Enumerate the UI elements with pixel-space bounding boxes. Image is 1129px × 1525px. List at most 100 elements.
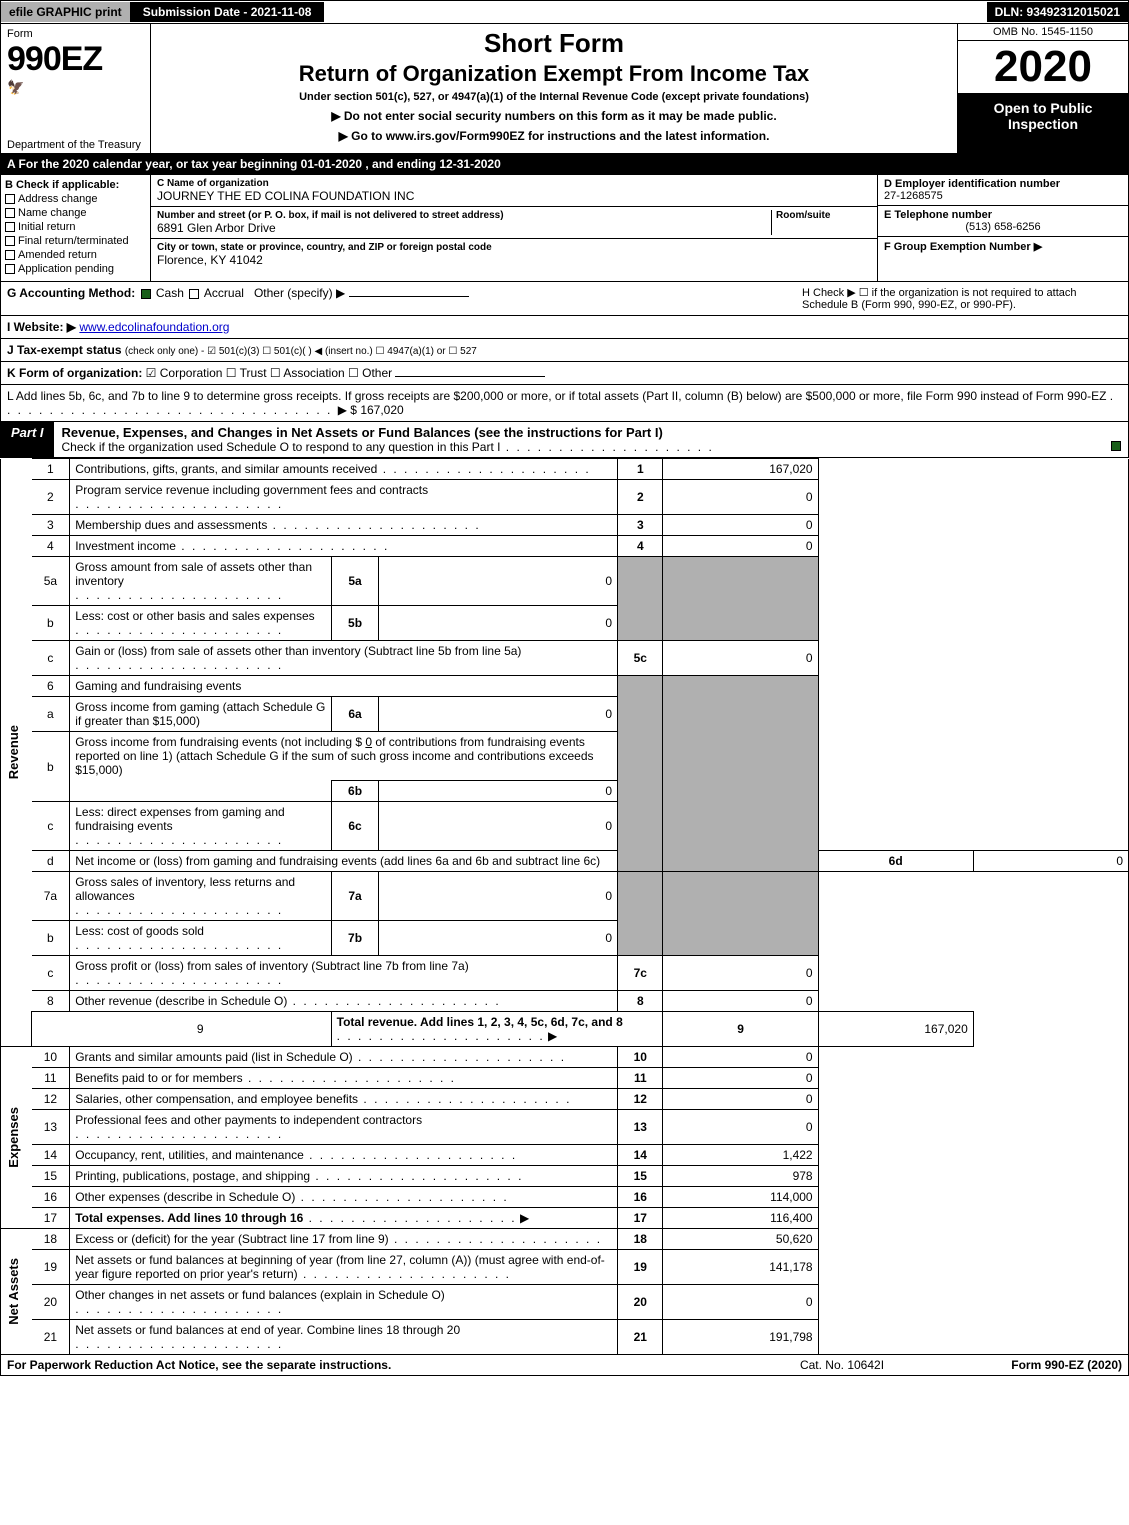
line-11-desc: Benefits paid to or for members xyxy=(75,1071,242,1085)
line-7b-desc: Less: cost of goods sold xyxy=(75,924,204,938)
line-5a-desc: Gross amount from sale of assets other t… xyxy=(75,560,312,588)
other-specify-input[interactable] xyxy=(349,296,469,297)
line-15-rnum: 15 xyxy=(618,1166,663,1187)
form-footer-form: 990-EZ xyxy=(1045,1358,1084,1372)
line-10-value: 0 xyxy=(663,1047,818,1068)
line-17-rnum: 17 xyxy=(618,1208,663,1229)
line-15-num: 15 xyxy=(32,1166,70,1187)
line-6a-midnum: 6a xyxy=(331,697,379,732)
line-6b-midval: 0 xyxy=(379,781,618,802)
cat-number: Cat. No. 10642I xyxy=(742,1358,942,1372)
line-9-desc: Total revenue. Add lines 1, 2, 3, 4, 5c,… xyxy=(337,1015,623,1029)
line-6-desc: Gaming and fundraising events xyxy=(75,679,241,693)
line-5c-num: c xyxy=(32,641,70,676)
final-return-label: Final return/terminated xyxy=(18,235,129,247)
checkbox-application-pending[interactable] xyxy=(5,264,15,274)
table-row: 16 Other expenses (describe in Schedule … xyxy=(1,1187,1129,1208)
line-4-rnum: 4 xyxy=(618,536,663,557)
website-link[interactable]: www.edcolinafoundation.org xyxy=(79,320,229,334)
checkbox-amended-return[interactable] xyxy=(5,250,15,260)
line-6b-midnum: 6b xyxy=(331,781,379,802)
shaded-cell xyxy=(663,557,818,641)
line-7b-midval: 0 xyxy=(379,921,618,956)
checkbox-initial-return[interactable] xyxy=(5,222,15,232)
line-3-num: 3 xyxy=(32,515,70,536)
line-11-value: 0 xyxy=(663,1068,818,1089)
line-6-num: 6 xyxy=(32,676,70,697)
checkbox-final-return[interactable] xyxy=(5,236,15,246)
line-7c-num: c xyxy=(32,956,70,991)
table-row: 17 Total expenses. Add lines 10 through … xyxy=(1,1208,1129,1229)
line-7a-desc: Gross sales of inventory, less returns a… xyxy=(75,875,295,903)
accounting-method-label: G Accounting Method: xyxy=(7,286,135,300)
line-6c-midnum: 6c xyxy=(331,802,379,851)
checkbox-cash[interactable] xyxy=(141,289,151,299)
header-left: Form 990EZ 🦅 Department of the Treasury xyxy=(1,24,151,153)
table-row: 5a Gross amount from sale of assets othe… xyxy=(1,557,1129,606)
row-i: I Website: ▶ www.edcolinafoundation.org xyxy=(0,316,1129,339)
other-specify-label: Other (specify) ▶ xyxy=(254,286,345,300)
line-9-arrow: ▶ xyxy=(548,1029,557,1043)
line-5a-midnum: 5a xyxy=(331,557,379,606)
top-bar: efile GRAPHIC print Submission Date - 20… xyxy=(0,0,1129,24)
form-of-org-other-input[interactable] xyxy=(395,376,545,377)
line-4-value: 0 xyxy=(663,536,818,557)
line-2-value: 0 xyxy=(663,480,818,515)
city-label: City or town, state or province, country… xyxy=(157,242,871,253)
checkbox-address-change[interactable] xyxy=(5,194,15,204)
name-change-label: Name change xyxy=(18,207,87,219)
table-row: Revenue 1 Contributions, gifts, grants, … xyxy=(1,459,1129,480)
table-row: 19 Net assets or fund balances at beginn… xyxy=(1,1250,1129,1285)
line-1-desc: Contributions, gifts, grants, and simila… xyxy=(75,462,377,476)
line-11-num: 11 xyxy=(32,1068,70,1089)
checkbox-accrual[interactable] xyxy=(189,289,199,299)
shaded-cell xyxy=(618,676,663,872)
period-row: A For the 2020 calendar year, or tax yea… xyxy=(0,154,1129,175)
line-5b-num: b xyxy=(32,606,70,641)
line-7c-desc: Gross profit or (loss) from sales of inv… xyxy=(75,959,468,973)
room-label: Room/suite xyxy=(776,210,871,221)
checkbox-name-change[interactable] xyxy=(5,208,15,218)
line-21-num: 21 xyxy=(32,1320,70,1355)
form-word: Form xyxy=(7,28,144,40)
form-footer-right: Form 990-EZ (2020) xyxy=(942,1358,1122,1372)
line-2-desc: Program service revenue including govern… xyxy=(75,483,428,497)
line-19-value: 141,178 xyxy=(663,1250,818,1285)
street-label: Number and street (or P. O. box, if mail… xyxy=(157,210,771,221)
net-assets-side-label: Net Assets xyxy=(6,1258,21,1325)
efile-print-button[interactable]: efile GRAPHIC print xyxy=(1,2,131,22)
shaded-cell xyxy=(663,872,818,956)
header-center: Short Form Return of Organization Exempt… xyxy=(151,24,958,153)
line-2-num: 2 xyxy=(32,480,70,515)
table-row: 8 Other revenue (describe in Schedule O)… xyxy=(1,991,1129,1012)
line-19-rnum: 19 xyxy=(618,1250,663,1285)
line-7c-value: 0 xyxy=(663,956,818,991)
line-10-rnum: 10 xyxy=(618,1047,663,1068)
line-8-num: 8 xyxy=(32,991,70,1012)
org-name-label: C Name of organization xyxy=(157,178,871,189)
line-11-rnum: 11 xyxy=(618,1068,663,1089)
part-1-tag: Part I xyxy=(1,422,54,457)
line-5a-num: 5a xyxy=(32,557,70,606)
line-16-value: 114,000 xyxy=(663,1187,818,1208)
row-k: K Form of organization: ☑ Corporation ☐ … xyxy=(0,362,1129,385)
box-h: H Check ▶ ☐ if the organization is not r… xyxy=(802,286,1122,311)
line-5b-desc: Less: cost or other basis and sales expe… xyxy=(75,609,314,623)
table-row: 15 Printing, publications, postage, and … xyxy=(1,1166,1129,1187)
line-14-num: 14 xyxy=(32,1145,70,1166)
line-7a-num: 7a xyxy=(32,872,70,921)
line-6c-desc: Less: direct expenses from gaming and fu… xyxy=(75,805,284,833)
department-label: Department of the Treasury xyxy=(7,139,141,151)
line-20-desc: Other changes in net assets or fund bala… xyxy=(75,1288,445,1302)
table-row: c Less: direct expenses from gaming and … xyxy=(1,802,1129,851)
revenue-side-label: Revenue xyxy=(6,725,21,779)
part-1-checkbox[interactable] xyxy=(1111,441,1121,451)
line-5c-rnum: 5c xyxy=(618,641,663,676)
amended-return-label: Amended return xyxy=(18,249,97,261)
do-not-enter-text: ▶ Do not enter social security numbers o… xyxy=(161,109,947,123)
tax-exempt-text: (check only one) - ☑ 501(c)(3) ☐ 501(c)(… xyxy=(125,346,477,357)
line-6c-num: c xyxy=(32,802,70,851)
line-3-desc: Membership dues and assessments xyxy=(75,518,267,532)
line-16-rnum: 16 xyxy=(618,1187,663,1208)
line-6d-rnum: 6d xyxy=(818,851,973,872)
